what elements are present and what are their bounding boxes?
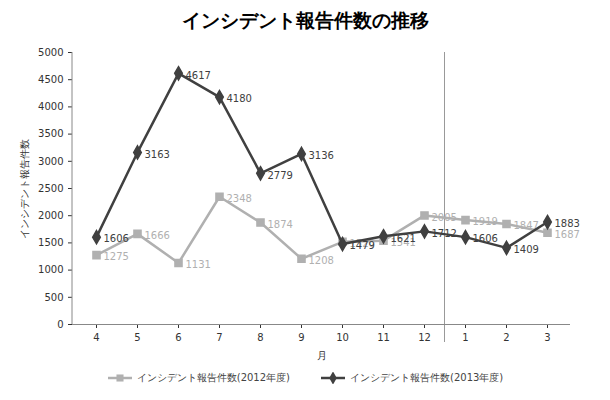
- svg-text:5000: 5000: [38, 47, 63, 58]
- svg-text:4000: 4000: [38, 101, 63, 112]
- svg-text:3: 3: [544, 332, 550, 343]
- svg-text:1666: 1666: [145, 230, 170, 241]
- svg-text:1: 1: [462, 332, 468, 343]
- svg-text:10: 10: [336, 332, 349, 343]
- svg-text:1275: 1275: [104, 251, 129, 262]
- svg-text:4500: 4500: [38, 74, 63, 85]
- svg-text:1500: 1500: [38, 237, 63, 248]
- svg-text:1712: 1712: [432, 228, 457, 239]
- svg-text:4617: 4617: [186, 70, 211, 81]
- svg-text:1131: 1131: [186, 259, 211, 270]
- svg-text:1687: 1687: [555, 229, 580, 240]
- html-text:インシデント報告件数(2013年度): インシデント報告件数(2013年度): [350, 372, 504, 383]
- svg-text:5: 5: [134, 332, 140, 343]
- svg-text:3136: 3136: [309, 150, 334, 161]
- svg-text:1000: 1000: [38, 264, 63, 275]
- svg-text:1606: 1606: [473, 233, 498, 244]
- svg-text:1874: 1874: [268, 219, 293, 230]
- svg-text:月: 月: [317, 350, 327, 361]
- svg-text:2005: 2005: [432, 212, 457, 223]
- svg-text:6: 6: [175, 332, 181, 343]
- svg-text:3500: 3500: [38, 128, 63, 139]
- svg-text:8: 8: [257, 332, 263, 343]
- svg-text:1479: 1479: [350, 240, 375, 251]
- svg-text:2500: 2500: [38, 183, 63, 194]
- svg-text:1208: 1208: [309, 255, 334, 266]
- svg-text:3163: 3163: [145, 149, 170, 160]
- svg-text:0: 0: [57, 319, 63, 330]
- svg-text:4180: 4180: [227, 93, 252, 104]
- svg-text:11: 11: [377, 332, 390, 343]
- svg-text:2000: 2000: [38, 210, 63, 221]
- svg-text:500: 500: [44, 292, 63, 303]
- svg-text:7: 7: [216, 332, 222, 343]
- svg-text:1883: 1883: [555, 218, 580, 229]
- svg-text:9: 9: [298, 332, 304, 343]
- html-text:インシデント報告件数の推移: インシデント報告件数の推移: [181, 9, 429, 31]
- svg-text:3000: 3000: [38, 156, 63, 167]
- svg-text:2: 2: [503, 332, 509, 343]
- svg-text:2779: 2779: [268, 170, 293, 181]
- svg-text:1847: 1847: [513, 220, 539, 232]
- svg-text:12: 12: [418, 332, 431, 343]
- svg-text:2348: 2348: [227, 193, 252, 204]
- svg-text:1409: 1409: [514, 244, 539, 255]
- svg-text:1606: 1606: [104, 233, 129, 244]
- svg-text:1621: 1621: [391, 233, 416, 244]
- svg-text:1919: 1919: [473, 216, 498, 227]
- svg-text:インシデント報告件数: インシデント報告件数: [19, 139, 30, 239]
- svg-text:4: 4: [93, 332, 99, 343]
- html-text:インシデント報告件数(2012年度): インシデント報告件数(2012年度): [136, 372, 290, 383]
